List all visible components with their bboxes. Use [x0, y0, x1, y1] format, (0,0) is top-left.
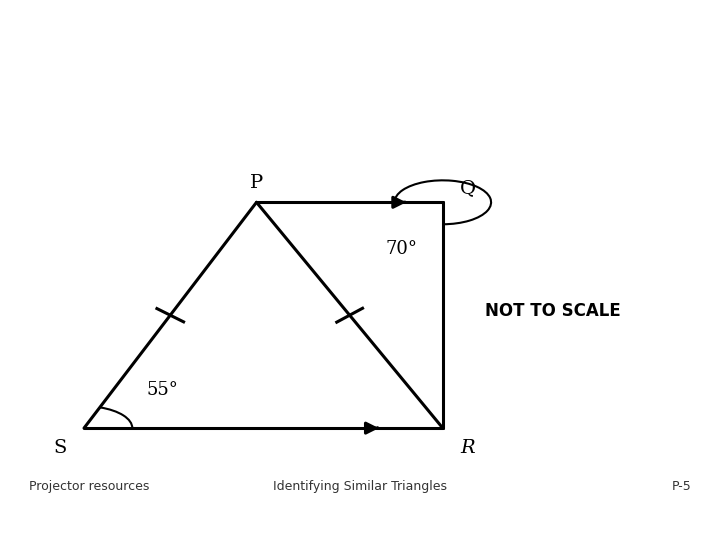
Text: similar?: similar? — [487, 21, 633, 50]
Text: Projector resources: Projector resources — [29, 480, 149, 493]
Text: SPR: SPR — [420, 21, 487, 50]
Text: 55°: 55° — [146, 381, 178, 399]
Text: and: and — [334, 21, 420, 50]
Text: P: P — [250, 174, 263, 192]
Text: S: S — [53, 438, 67, 457]
Text: P-5: P-5 — [672, 480, 691, 493]
Text: 70°: 70° — [385, 240, 418, 258]
Text: Q: Q — [460, 179, 476, 197]
Text: Are triangles: Are triangles — [29, 21, 263, 50]
Text: PQR: PQR — [263, 21, 334, 50]
Text: NOT TO SCALE: NOT TO SCALE — [485, 302, 621, 320]
Text: R: R — [460, 438, 474, 457]
Text: Identifying Similar Triangles: Identifying Similar Triangles — [273, 480, 447, 493]
